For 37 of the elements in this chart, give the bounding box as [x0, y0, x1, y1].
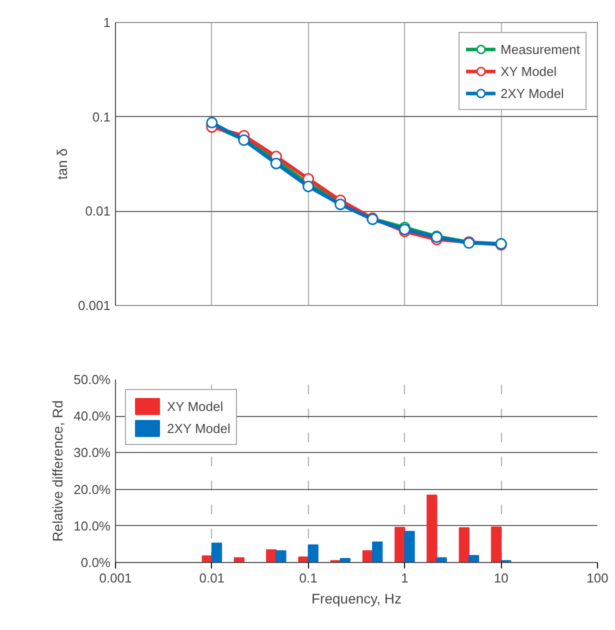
y-tick-label: 50.0% — [74, 372, 111, 387]
bar — [372, 542, 383, 562]
x-tick-label: 0.1 — [299, 570, 318, 586]
y-tick-label: 30.0% — [74, 445, 111, 460]
y-tick-label: 0.001 — [78, 298, 111, 313]
bar — [468, 555, 480, 562]
y-tick-label: 1 — [103, 15, 111, 30]
point — [270, 158, 282, 170]
bar — [211, 542, 222, 562]
legend-label: Measurement — [500, 42, 580, 56]
bar — [308, 544, 318, 562]
y-tick-label: 0.0% — [80, 555, 111, 570]
y-tick-label: 20.0% — [74, 482, 111, 497]
legend-label: XY Model — [167, 398, 224, 414]
bar — [436, 557, 447, 562]
y-tick-label: 0.01 — [85, 204, 111, 219]
bar — [276, 550, 286, 562]
x-tick-label: 1 — [401, 570, 408, 586]
bar — [426, 494, 438, 562]
point — [302, 180, 314, 192]
legend-label: 2XY Model — [167, 420, 230, 436]
x-tick-label: 0.01 — [199, 570, 225, 586]
y-tick-label: 40.0% — [74, 408, 111, 424]
x-tick-label: 100 — [586, 570, 608, 586]
bar — [404, 530, 415, 562]
y-tick-label: 0.1 — [92, 109, 111, 124]
bar — [234, 557, 244, 562]
point — [206, 116, 218, 128]
y-axis-title: tan δ — [54, 148, 70, 180]
y-tick-label: 10.0% — [74, 518, 111, 534]
x-axis-title: Frequency, Hz — [312, 590, 402, 606]
legend-label: XY Model — [500, 64, 557, 78]
bar — [458, 527, 470, 562]
x-tick-label: 10 — [494, 570, 508, 586]
legend-label: 2XY Model — [500, 86, 564, 100]
y-axis-title: Relative difference, Rd — [50, 400, 66, 542]
bar — [490, 526, 502, 562]
